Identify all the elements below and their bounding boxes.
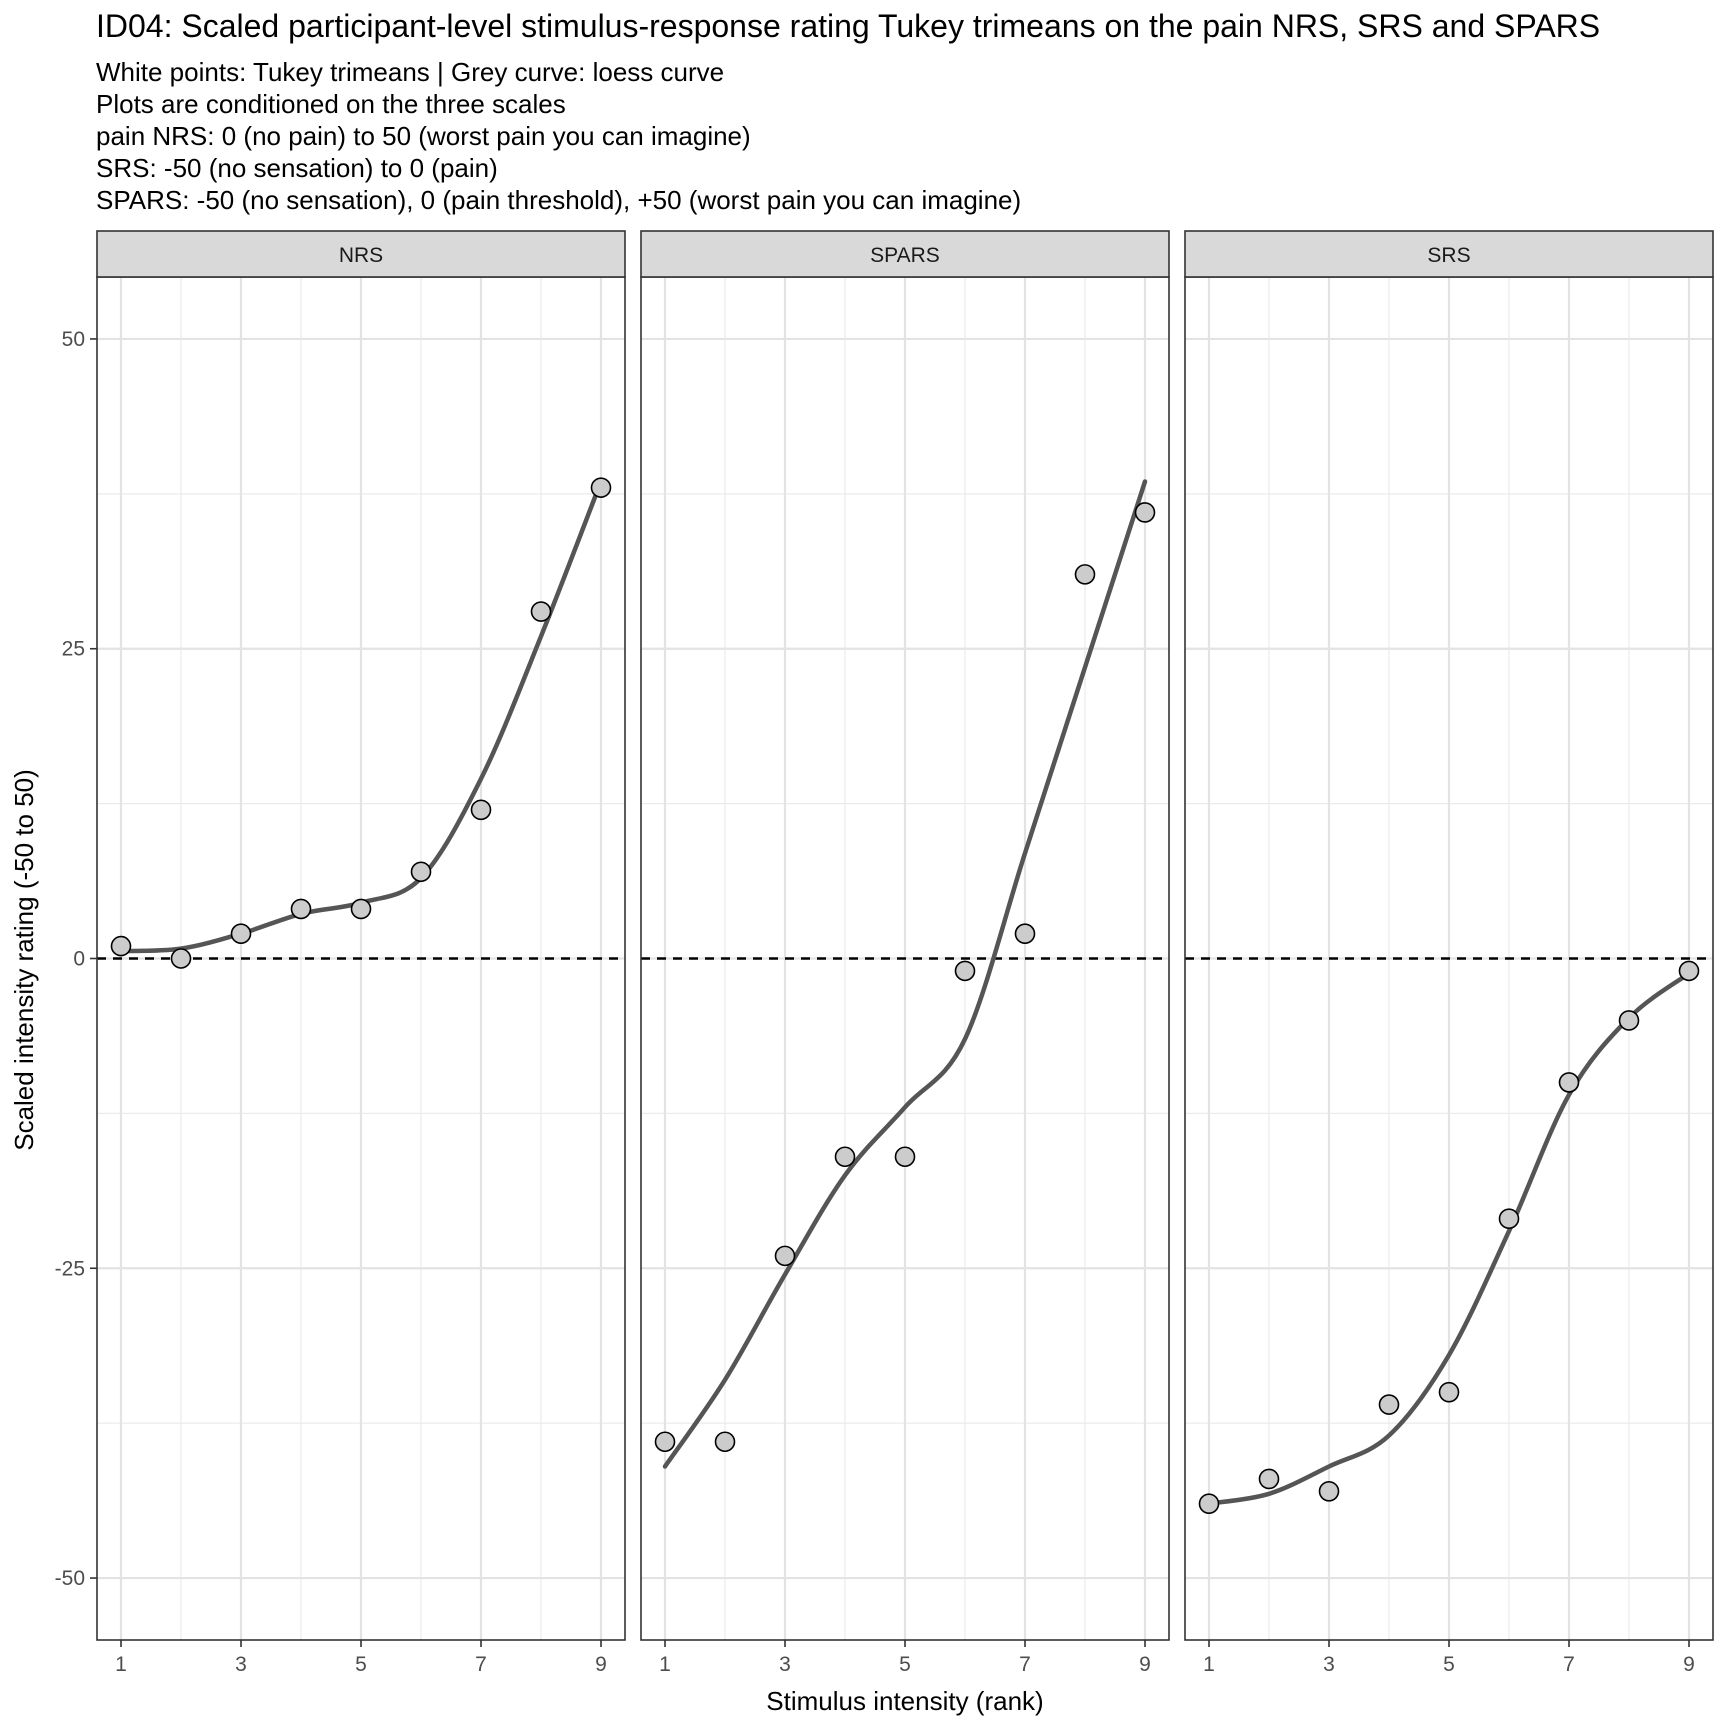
data-point [1618,1010,1640,1031]
x-tick-label: 5 [899,1653,911,1676]
y-tick-label: -50 [55,1567,85,1590]
facet-strip [640,230,1170,278]
x-tick-label: 1 [659,1653,671,1676]
y-tick-label: 25 [62,638,85,661]
x-tick-label: 9 [595,1653,607,1676]
facet-strip-label: SPARS [870,244,940,267]
data-point [230,923,252,945]
data-point [1134,502,1156,523]
x-tick-label: 1 [1203,1653,1215,1676]
panel-nrs: NRS 1 3 5 7 9 -50 -25 0 25 50 [55,230,626,1676]
chart-title: ID04: Scaled participant-level stimulus-… [96,8,1601,44]
data-point [1014,923,1036,945]
data-point [1558,1072,1580,1093]
x-tick-label: 3 [779,1653,791,1676]
x-tick-label: 9 [1139,1653,1151,1676]
facet-strip [1184,230,1714,278]
x-axis-label: Stimulus intensity (rank) [766,1686,1043,1716]
y-axis-label: Scaled intensity rating (-50 to 50) [9,769,39,1151]
loess-curve [1206,971,1692,1506]
data-point [714,1431,736,1453]
x-tick-label: 5 [355,1653,367,1676]
x-tick-label: 5 [1443,1653,1455,1676]
data-point [1438,1381,1460,1403]
subtitle-line: White points: Tukey trimeans | Grey curv… [96,57,725,87]
y-tick-label: -25 [55,1257,85,1280]
data-point [470,799,492,821]
facet-strip-label: NRS [339,244,383,267]
data-point [1498,1208,1520,1230]
data-point [1198,1493,1220,1514]
subtitle-line: SPARS: -50 (no sensation), 0 (pain thres… [96,185,1022,215]
data-point [654,1431,676,1453]
data-point [1258,1468,1280,1490]
data-point [894,1146,916,1168]
data-point [170,948,192,969]
data-point [1678,960,1700,982]
chart-subtitle: White points: Tukey trimeans | Grey curv… [96,56,1021,216]
facet-strip-label: SRS [1427,244,1470,267]
loess-curve [118,479,604,954]
loess-curve [662,479,1148,1469]
data-point [1074,564,1096,585]
subtitle-line: Plots are conditioned on the three scale… [96,89,566,119]
data-point [1318,1481,1340,1502]
y-tick-label: 0 [73,948,85,971]
panel-srs: SRS 1 3 5 7 9 [1184,230,1714,1676]
x-tick-label: 7 [1563,1653,1575,1676]
facet-strip [96,230,626,278]
data-point [774,1245,796,1267]
data-point [350,898,372,920]
data-point [290,898,312,920]
data-point [410,861,432,883]
data-point [590,477,612,498]
panel-spars: SPARS 1 3 5 7 9 [640,230,1170,1676]
data-point [1378,1394,1400,1415]
x-tick-label: 7 [1019,1653,1031,1676]
data-point [834,1146,856,1168]
x-tick-label: 9 [1683,1653,1695,1676]
data-point [954,960,976,982]
data-point [530,601,552,622]
y-tick-label: 50 [62,328,85,351]
x-tick-label: 3 [1323,1653,1335,1676]
x-tick-label: 7 [475,1653,487,1676]
subtitle-line: SRS: -50 (no sensation) to 0 (pain) [96,153,498,183]
x-tick-label: 3 [235,1653,247,1676]
data-point [110,935,132,957]
x-tick-label: 1 [115,1653,127,1676]
subtitle-line: pain NRS: 0 (no pain) to 50 (worst pain … [96,121,751,151]
